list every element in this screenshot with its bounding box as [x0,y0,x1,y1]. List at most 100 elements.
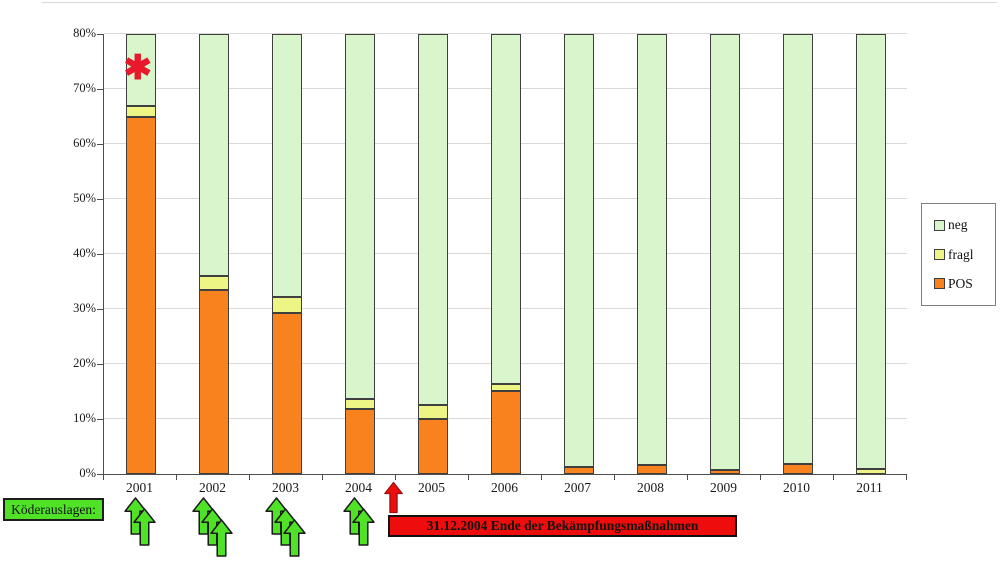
bar-segment-pos-2010 [782,463,813,474]
bar-segment-pos-2003 [271,312,302,474]
y-tick-mark [97,254,103,255]
bar-segment-neg-2005 [417,34,448,406]
bar-segment-neg-2010 [782,34,813,464]
y-tick-mark [97,144,103,145]
bar-segment-pos-2006 [490,390,521,474]
bar-segment-neg-2002 [198,34,229,277]
bar-segment-pos-2008 [636,465,667,474]
bar-segment-neg-2004 [344,34,375,400]
legend-swatch-fragl [934,249,945,260]
bar-segment-neg-2009 [709,34,740,471]
x-tick-label-2008: 2008 [637,480,664,495]
up-arrow-icon [132,508,156,546]
x-tick-label-2002: 2002 [199,480,226,495]
x-tick-label-2007: 2007 [564,480,591,495]
x-tick-mark [687,475,688,480]
y-tick-label: 60% [73,136,96,150]
bar-2006 [490,34,521,474]
up-arrow [210,519,233,562]
bar-segment-fragl-2003 [271,297,302,313]
bar-segment-pos-2002 [198,290,229,474]
x-tick-label-2011: 2011 [856,480,883,495]
bar-segment-pos-2001 [125,116,156,474]
bar-segment-neg-2007 [563,34,594,468]
up-arrow-icon [351,508,375,546]
gridline [104,33,907,34]
bar-segment-pos-2005 [417,419,448,474]
y-tick-label: 80% [73,26,96,40]
legend-item-neg: neg [934,217,995,233]
x-tick-mark [468,475,469,480]
plot-area [103,33,907,475]
y-tick-mark [97,309,103,310]
bait-deployment-label-text: Köderauslagen: [11,501,96,517]
x-tick-label-2005: 2005 [418,480,445,495]
x-tick-label-2001: 2001 [126,480,153,495]
bar-segment-fragl-2005 [417,405,448,419]
y-tick-mark [97,89,103,90]
bar-segment-neg-2006 [490,34,521,385]
x-tick-label-2006: 2006 [491,480,518,495]
up-arrow-icon [210,519,233,557]
bar-2010 [782,34,813,474]
bar-2011 [855,34,886,474]
x-tick-mark [103,475,104,480]
legend: neg fragl POS [921,203,996,306]
y-tick-label: 30% [73,301,96,315]
legend-label: fragl [948,246,974,262]
up-arrow [351,508,375,551]
bar-segment-neg-2003 [271,34,302,298]
y-tick-mark [97,419,103,420]
bar-segment-pos-2004 [344,409,375,474]
x-tick-mark [249,475,250,480]
bar-2007 [563,34,594,474]
legend-item-pos: POS [934,276,995,292]
bar-segment-neg-2008 [636,34,667,466]
y-tick-label: 10% [73,411,96,425]
legend-swatch-neg [934,219,945,231]
y-tick-label: 50% [73,191,96,205]
legend-label: POS [948,275,973,291]
x-tick-label-2003: 2003 [272,480,299,495]
bar-segment-fragl-2002 [198,276,229,291]
bar-segment-neg-2001 [125,34,156,106]
x-tick-mark [176,475,177,480]
y-tick-label: 0% [79,466,96,480]
bar-2004 [344,34,375,474]
end-of-measures-banner: 31.12.2004 Ende der Bekämpfungsmaßnahmen [388,515,737,537]
x-tick-mark [760,475,761,480]
bar-2009 [709,34,740,474]
y-tick-label: 20% [73,356,96,370]
bar-2005 [417,34,448,474]
y-tick-label: 70% [73,81,96,95]
legend-item-fragl: fragl [934,247,995,263]
x-tick-mark [833,475,834,480]
x-tick-label-2010: 2010 [783,480,810,495]
bar-segment-pos-2009 [709,470,740,474]
y-tick-mark [97,364,103,365]
chart-top-border [42,2,997,3]
up-arrow-icon [384,481,403,514]
bar-segment-fragl-2004 [344,399,375,410]
bar-2001 [125,34,156,474]
end-date-arrow-icon [384,479,403,521]
bar-2008 [636,34,667,474]
up-arrow-icon [283,519,306,557]
y-tick-label: 40% [73,246,96,260]
x-tick-label-2004: 2004 [345,480,372,495]
y-tick-mark [97,199,103,200]
x-tick-mark [906,475,907,480]
x-tick-label-2009: 2009 [710,480,737,495]
x-tick-mark [322,475,323,480]
legend-label: neg [948,217,968,233]
x-tick-mark [541,475,542,480]
bar-segment-fragl-2001 [125,105,156,117]
up-arrow [283,519,306,562]
bar-segment-neg-2011 [855,34,886,469]
legend-swatch-pos [934,278,945,290]
bar-2003 [271,34,302,474]
bar-segment-fragl-2006 [490,384,521,391]
y-tick-mark [97,474,103,475]
x-tick-mark [614,475,615,480]
